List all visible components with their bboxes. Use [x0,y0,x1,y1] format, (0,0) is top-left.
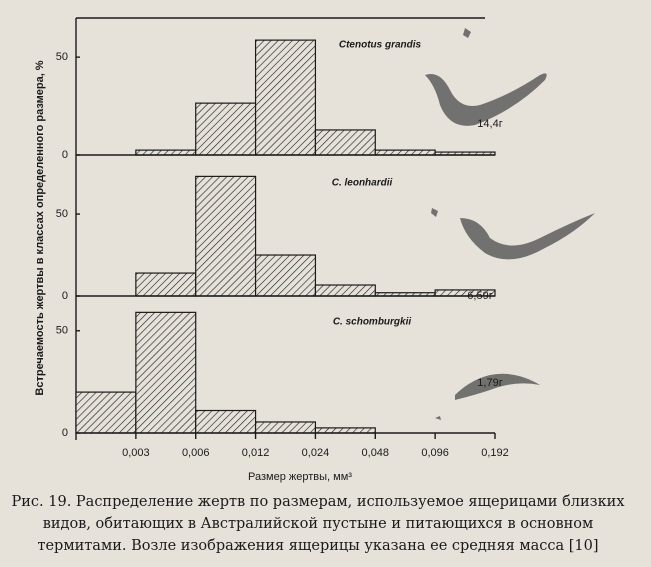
bar [135,149,197,156]
bar [314,129,376,156]
y-tick-label: 50 [56,208,68,220]
bar [135,311,197,434]
bar [374,149,436,156]
y-tick-label: 0 [62,290,68,302]
bar [314,284,376,297]
lizard-2 [460,213,595,260]
y-tick-label: 50 [56,325,68,337]
species-title: C. leonhardii [332,178,393,189]
species-title: C. schomburgkii [333,317,412,328]
mass-annotation: 6,59г [467,290,492,302]
x-tick-label: 0,096 [421,447,449,459]
caption-line: Рис. 19. Распределение жертв по размерам… [11,494,624,510]
bar [254,254,317,297]
mass-annotation: 14,4г [477,118,502,130]
bar [314,427,376,434]
bar [195,409,257,434]
x-tick-label: 0,003 [122,447,150,459]
bar [195,102,257,156]
y-tick-label: 50 [56,51,68,63]
bar [254,39,317,156]
lizard-illustrations [425,28,595,420]
x-tick-label: 0,006 [182,447,210,459]
x-tick-label: 0,012 [242,447,270,459]
x-tick-label: 0,048 [362,447,390,459]
y-axis-label: Встречаемость жертвы в классах определен… [34,60,46,395]
caption-line: видов, обитающих в Австралийской пустыне… [43,516,594,532]
bar [135,272,197,297]
mass-annotation: 1,79г [477,377,502,389]
y-tick-label: 0 [62,427,68,439]
x-axis-label: Размер жертвы, мм³ [248,471,352,483]
bar [195,175,257,297]
y-tick-label: 0 [62,149,68,161]
lizard-1 [425,73,547,126]
caption-line: термитами. Возле изображения ящерицы ука… [37,538,598,554]
x-tick-label: 0,024 [302,447,330,459]
bar [75,391,137,434]
bar [254,421,317,434]
species-title: Ctenotus grandis [339,40,422,51]
lizard-3 [455,373,540,400]
x-tick-label: 0,192 [481,447,509,459]
